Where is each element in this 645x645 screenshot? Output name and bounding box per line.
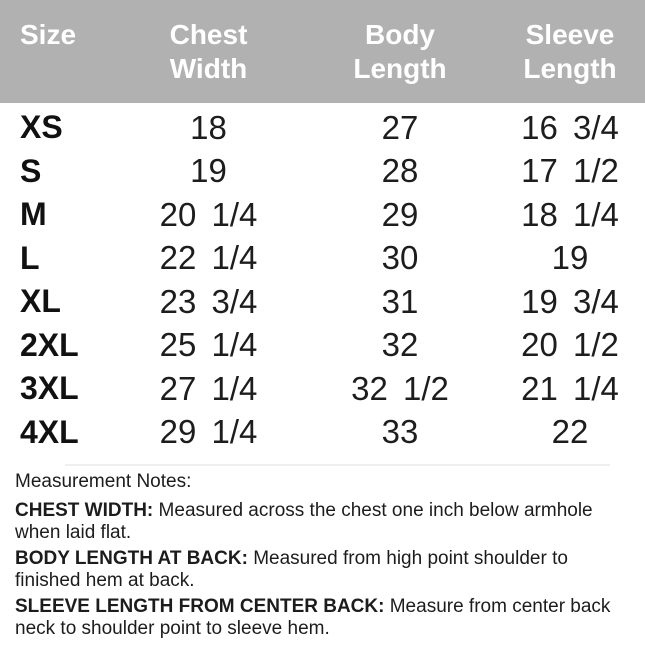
chest-width-value: 27 1/4	[159, 369, 258, 407]
table-row: XL 23 3/4 31 19 3/4	[0, 280, 645, 324]
header-cell-body-length: Body Length	[353, 19, 447, 84]
body-length-value: 32	[381, 326, 419, 364]
size-label: XL	[20, 283, 61, 320]
table-row: 4XL 29 1/4 33 22	[0, 411, 645, 455]
measurement-notes: Measurement Notes: CHEST WIDTH: Measured…	[0, 466, 645, 639]
table-body: XS 18 27 16 3/4 S 19 28 17 1/2 M 20 1/4 …	[0, 106, 645, 454]
size-label: S	[20, 152, 42, 189]
body-length-value: 27	[381, 108, 419, 146]
chest-width-value: 22 1/4	[159, 239, 258, 277]
chest-width-value: 20 1/4	[159, 195, 258, 233]
sleeve-length-value: 17 1/2	[521, 152, 619, 190]
body-length-value: 33	[381, 413, 419, 451]
sleeve-length-value: 19	[551, 239, 589, 277]
table-header: Size Chest Width Body Length Sleeve Leng…	[0, 0, 645, 103]
header-cell-sleeve-length: Sleeve Length	[523, 19, 617, 84]
header-cell-size: Size	[20, 19, 77, 50]
size-label: 2XL	[20, 326, 79, 363]
size-label: XS	[20, 109, 63, 146]
note-text: Measure from center back neck to shoulde…	[15, 596, 611, 639]
body-length-value: 30	[381, 239, 419, 277]
chest-width-value: 29 1/4	[159, 413, 258, 451]
table-row: M 20 1/4 29 18 1/4	[0, 193, 645, 237]
sleeve-length-value: 18 1/4	[521, 195, 619, 233]
size-label: 3XL	[20, 370, 79, 407]
body-length-value: 32 1/2	[351, 369, 449, 407]
table-row: S 19 28 17 1/2	[0, 150, 645, 194]
body-length-value: 31	[381, 282, 419, 320]
table-row: 2XL 25 1/4 32 20 1/2	[0, 324, 645, 368]
chest-width-value: 25 1/4	[159, 326, 258, 364]
header-cell-chest-width: Chest Width	[169, 19, 248, 84]
size-label: 4XL	[20, 413, 79, 450]
chest-width-value: 18	[190, 108, 227, 146]
note-body-length: BODY LENGTH AT BACK: Measured from high …	[15, 548, 635, 591]
note-chest-width: CHEST WIDTH: Measured across the chest o…	[15, 500, 635, 543]
sleeve-length-value: 22	[551, 413, 589, 451]
body-length-value: 29	[381, 195, 419, 233]
note-text: Measured from high point shoulder to fin…	[15, 548, 568, 591]
sleeve-length-value: 16 3/4	[521, 108, 619, 146]
size-label: L	[20, 239, 40, 276]
notes-title: Measurement Notes:	[15, 471, 192, 492]
body-length-value: 28	[381, 152, 419, 190]
sleeve-length-value: 19 3/4	[521, 282, 619, 320]
size-label: M	[20, 196, 47, 233]
note-text: Measured across the chest one inch below…	[15, 500, 593, 543]
chest-width-value: 19	[190, 152, 227, 190]
note-label: CHEST WIDTH:	[15, 500, 154, 521]
note-label: SLEEVE LENGTH FROM CENTER BACK:	[15, 596, 385, 617]
table-row: L 22 1/4 30 19	[0, 237, 645, 281]
table-bottom-divider	[65, 464, 610, 466]
sleeve-length-value: 21 1/4	[521, 369, 619, 407]
sleeve-length-value: 20 1/2	[521, 326, 619, 364]
note-label: BODY LENGTH AT BACK:	[15, 548, 248, 569]
table-row: XS 18 27 16 3/4	[0, 106, 645, 150]
table-row: 3XL 27 1/4 32 1/2 21 1/4	[0, 367, 645, 411]
note-sleeve-length: SLEEVE LENGTH FROM CENTER BACK: Measure …	[15, 596, 635, 639]
chest-width-value: 23 3/4	[159, 282, 258, 320]
